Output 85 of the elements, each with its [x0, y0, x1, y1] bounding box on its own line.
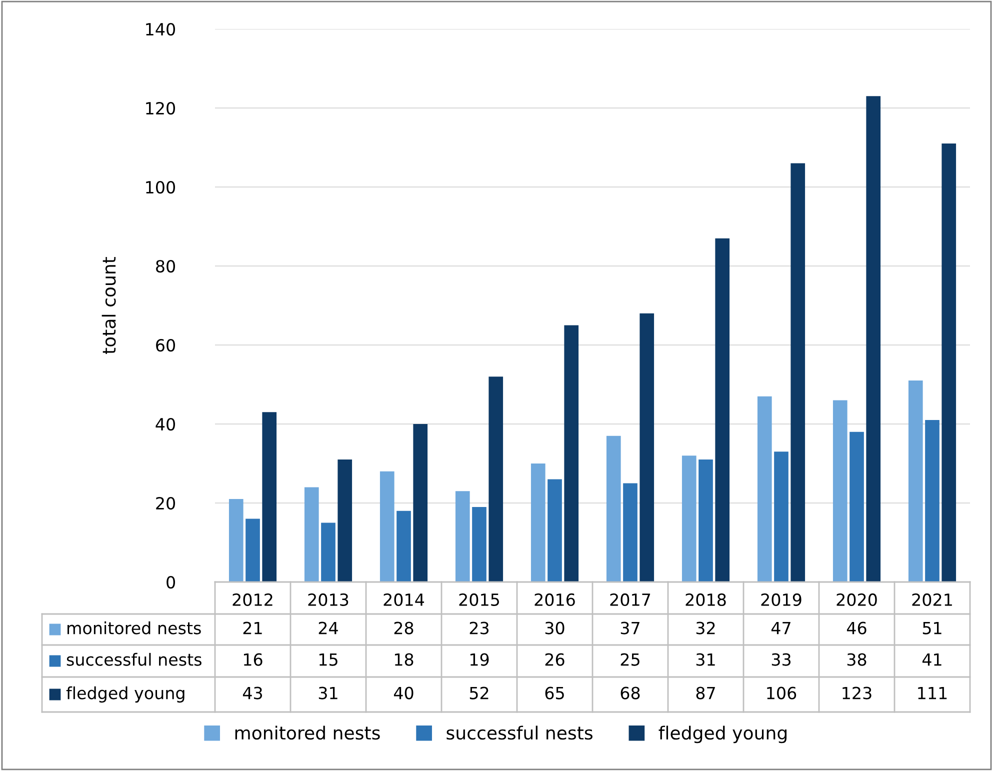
data-label: 111 — [918, 686, 947, 700]
bar — [338, 460, 352, 582]
x-tick-label: 2017 — [610, 593, 650, 606]
bar — [925, 420, 940, 582]
bar — [623, 483, 638, 582]
bar — [396, 510, 411, 582]
y-tick-label: 0 — [166, 576, 176, 589]
y-tick-label: 120 — [146, 102, 176, 115]
bar — [774, 452, 788, 582]
data-label: 47 — [771, 622, 790, 634]
text: fledged young — [658, 726, 786, 744]
data-label: 123 — [842, 686, 872, 700]
x-tick-label: 2021 — [912, 593, 952, 606]
y-axis-title: total count — [102, 256, 116, 354]
y-tick-label: 80 — [156, 260, 176, 273]
bar — [757, 396, 772, 582]
data-label: 21 — [243, 622, 262, 634]
data-label: 106 — [767, 686, 796, 700]
bar — [640, 313, 654, 582]
bar — [866, 96, 881, 582]
data-label: 15 — [319, 653, 338, 666]
y-tick-label: 140 — [146, 22, 176, 36]
y-tick-label: 60 — [156, 338, 176, 352]
bar — [228, 499, 244, 582]
bar — [380, 471, 394, 582]
x-tick-label: 2012 — [232, 593, 272, 606]
data-label: 41 — [922, 653, 942, 666]
bar — [455, 491, 470, 582]
data-label: 33 — [772, 653, 791, 666]
data-label: 28 — [394, 622, 414, 634]
data-label: 38 — [847, 653, 866, 666]
data-label: 52 — [470, 686, 488, 700]
x-tick-label: 2020 — [836, 593, 877, 606]
legend-label: fledged young — [66, 686, 184, 703]
y-tick-label: 20 — [156, 496, 176, 510]
data-label: 40 — [394, 686, 414, 700]
bar — [321, 522, 336, 582]
x-tick-label: 2014 — [384, 593, 424, 606]
data-label: 30 — [545, 622, 564, 634]
x-tick-label: 2018 — [686, 593, 726, 606]
x-tick-label: 2019 — [761, 593, 802, 606]
text: monitored nests — [235, 726, 380, 740]
data-label: 37 — [620, 622, 640, 634]
data-label: 46 — [846, 622, 866, 634]
text: successful nests — [446, 726, 592, 740]
bar — [530, 464, 546, 582]
data-label: 23 — [470, 622, 489, 634]
data-label: 31 — [318, 686, 338, 700]
bar — [304, 487, 319, 582]
bar — [682, 456, 696, 582]
bar — [246, 518, 260, 582]
bar — [850, 432, 864, 582]
bar — [715, 238, 730, 582]
bar — [564, 325, 579, 582]
data-label: 18 — [394, 653, 414, 666]
data-label: 16 — [244, 653, 262, 666]
data-label: 65 — [545, 686, 564, 700]
x-tick-label: 2013 — [308, 593, 348, 606]
data-label: 87 — [696, 686, 715, 700]
x-tick-label: 2016 — [534, 593, 575, 606]
data-label: 26 — [545, 653, 564, 666]
bar — [488, 376, 504, 582]
bar — [942, 144, 956, 582]
data-label: 19 — [470, 653, 489, 666]
bar — [832, 400, 848, 582]
bar — [698, 460, 713, 582]
bar — [472, 506, 486, 582]
data-label: 25 — [620, 653, 640, 666]
bar — [790, 163, 806, 582]
x-tick-label: 2015 — [459, 593, 499, 606]
data-label: 24 — [318, 622, 338, 634]
bar — [548, 479, 562, 582]
data-label: 32 — [696, 622, 715, 634]
bar — [908, 380, 923, 582]
data-label: 51 — [922, 622, 942, 634]
bar — [413, 424, 428, 582]
data-label: 68 — [620, 686, 640, 700]
legend-label: monitored nests — [68, 621, 201, 634]
bar — [606, 436, 621, 582]
y-tick-label: 40 — [156, 418, 176, 431]
data-label: 43 — [242, 686, 262, 700]
data-label: 31 — [696, 653, 715, 666]
legend-label: successful nests — [66, 652, 202, 666]
bar — [262, 412, 277, 582]
y-tick-label: 100 — [146, 180, 176, 194]
